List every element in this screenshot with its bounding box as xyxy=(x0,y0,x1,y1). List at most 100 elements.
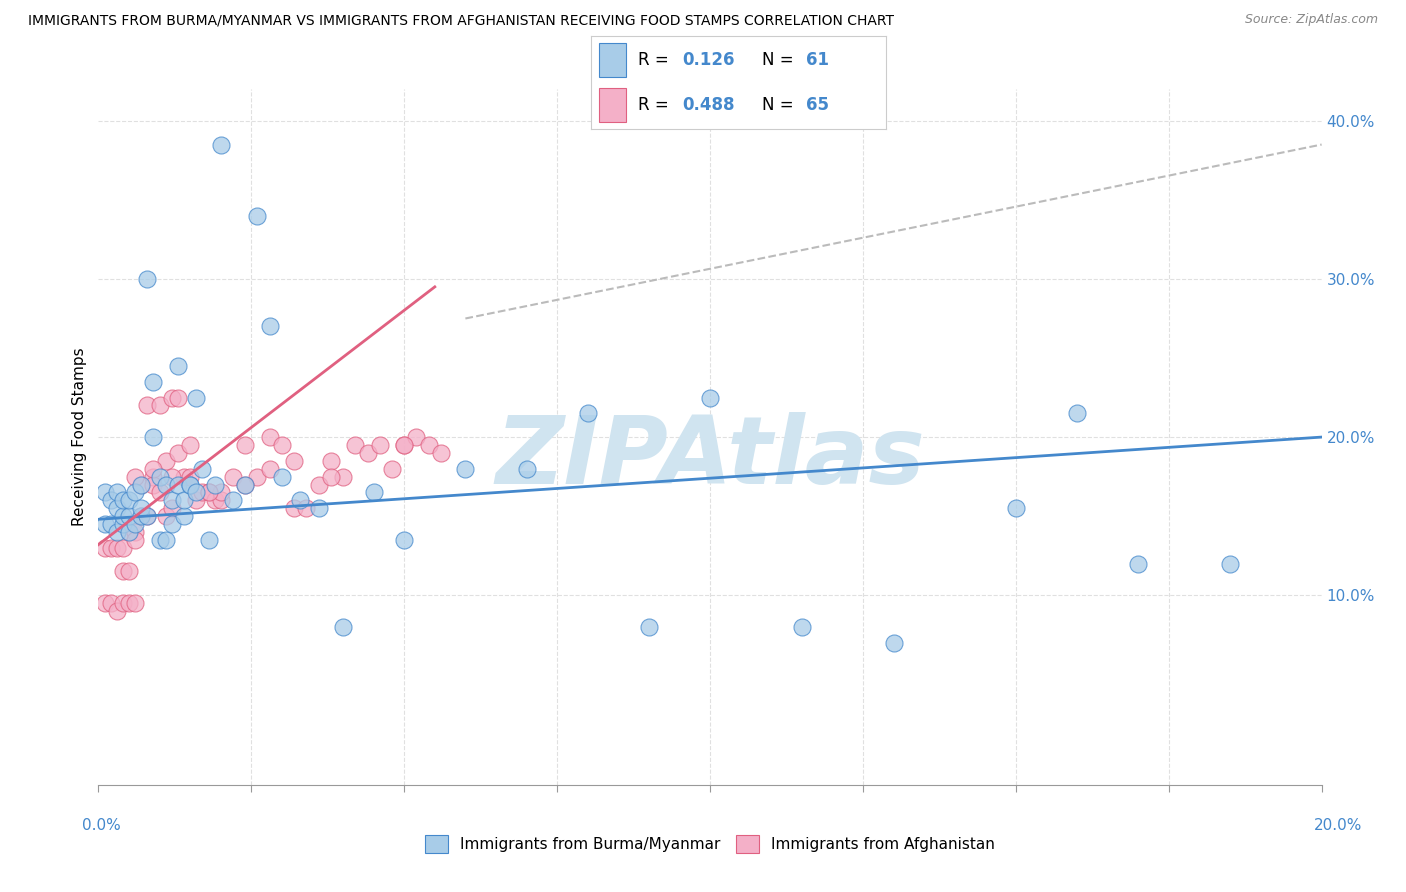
Point xyxy=(129,509,152,524)
Point xyxy=(204,477,226,491)
Point xyxy=(259,319,281,334)
Point xyxy=(222,493,245,508)
Point xyxy=(1066,406,1088,420)
Point xyxy=(197,485,219,500)
Text: Source: ZipAtlas.com: Source: ZipAtlas.com xyxy=(1244,13,1378,27)
Point xyxy=(155,477,177,491)
Point xyxy=(209,485,232,500)
Point xyxy=(883,635,905,649)
Point xyxy=(392,533,416,547)
Point xyxy=(332,620,354,634)
Point xyxy=(124,485,146,500)
Point xyxy=(186,391,208,405)
Point xyxy=(167,446,190,460)
Point xyxy=(118,509,141,524)
Legend: Immigrants from Burma/Myanmar, Immigrants from Afghanistan: Immigrants from Burma/Myanmar, Immigrant… xyxy=(418,827,1002,861)
Point xyxy=(129,501,152,516)
Point xyxy=(179,477,201,491)
Point xyxy=(142,469,165,483)
Point xyxy=(233,438,256,452)
Point xyxy=(111,541,134,555)
Point xyxy=(186,485,208,500)
Point xyxy=(233,477,256,491)
Point xyxy=(111,516,134,531)
Point xyxy=(93,516,115,531)
Point xyxy=(129,477,152,491)
Point xyxy=(111,565,134,579)
Point xyxy=(111,596,134,610)
Point xyxy=(142,461,165,475)
Point xyxy=(173,509,195,524)
Point xyxy=(124,469,146,483)
Y-axis label: Receiving Food Stamps: Receiving Food Stamps xyxy=(72,348,87,526)
Point xyxy=(259,430,281,444)
Point xyxy=(368,438,391,452)
Point xyxy=(124,596,146,610)
Point xyxy=(204,493,226,508)
Point xyxy=(363,485,385,500)
Point xyxy=(392,438,416,452)
Point xyxy=(118,493,141,508)
Point xyxy=(105,501,128,516)
Point xyxy=(179,477,201,491)
Point xyxy=(118,596,141,610)
Point xyxy=(173,469,195,483)
Point xyxy=(160,493,183,508)
Point xyxy=(124,533,146,547)
Point xyxy=(319,454,342,468)
Point xyxy=(209,493,232,508)
Point xyxy=(142,477,165,491)
Point xyxy=(191,485,214,500)
Point xyxy=(308,501,330,516)
Point xyxy=(295,501,318,516)
Point xyxy=(160,469,183,483)
Point xyxy=(283,454,305,468)
Point xyxy=(344,438,367,452)
Point xyxy=(308,477,330,491)
Point xyxy=(100,596,122,610)
Text: N =: N = xyxy=(762,96,799,114)
Point xyxy=(1128,557,1150,571)
Point xyxy=(105,604,128,618)
Text: R =: R = xyxy=(638,51,673,69)
Point xyxy=(100,541,122,555)
Point xyxy=(222,469,245,483)
Point xyxy=(186,493,208,508)
Point xyxy=(149,485,172,500)
Text: 0.126: 0.126 xyxy=(682,51,734,69)
Point xyxy=(111,509,134,524)
Point xyxy=(155,533,177,547)
Point xyxy=(270,438,292,452)
Point xyxy=(259,461,281,475)
Point xyxy=(1219,557,1241,571)
Point xyxy=(516,461,538,475)
Point xyxy=(332,469,354,483)
Point xyxy=(197,485,219,500)
Point xyxy=(197,533,219,547)
Point xyxy=(405,430,427,444)
Point xyxy=(160,391,183,405)
Text: 61: 61 xyxy=(806,51,830,69)
Point xyxy=(167,359,190,373)
Point xyxy=(136,272,159,286)
Point xyxy=(155,454,177,468)
Point xyxy=(319,469,342,483)
Point xyxy=(142,430,165,444)
FancyBboxPatch shape xyxy=(599,43,626,77)
Point xyxy=(100,493,122,508)
Point xyxy=(356,446,378,460)
Point xyxy=(637,620,661,634)
Point xyxy=(118,524,141,539)
Point xyxy=(270,469,292,483)
Text: 0.488: 0.488 xyxy=(682,96,734,114)
Point xyxy=(149,533,172,547)
Point xyxy=(129,509,152,524)
Point xyxy=(129,477,152,491)
Point xyxy=(100,516,122,531)
Point xyxy=(149,469,172,483)
Point xyxy=(160,501,183,516)
Point xyxy=(142,375,165,389)
Text: ZIPAtlas: ZIPAtlas xyxy=(495,412,925,504)
Point xyxy=(160,516,183,531)
Point xyxy=(576,406,599,420)
